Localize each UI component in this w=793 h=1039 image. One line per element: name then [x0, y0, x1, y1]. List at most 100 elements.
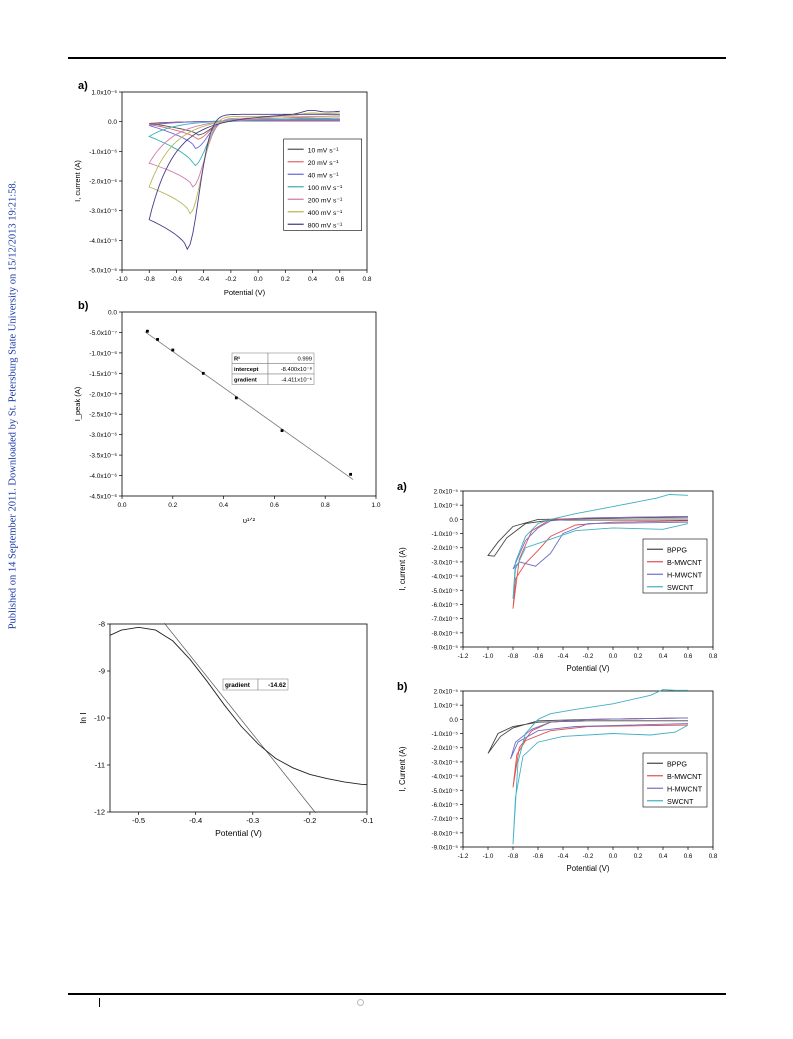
cv-trace — [512, 689, 689, 845]
x-tick-label: -0.6 — [533, 853, 544, 860]
x-tick-label: 0.8 — [709, 853, 718, 860]
figure-2b: -1.2 -1.0 -0.8 -0.6 -0.4 -0.2 0.0 0.2 0.4 0.6 0.8 2… — [397, 681, 718, 873]
x-axis-label: Potential (V) — [567, 864, 610, 873]
x-tick-label: 0.0 — [609, 853, 618, 860]
y-tick-label: -3.0x10⁻⁶ — [89, 208, 117, 215]
x-tick-label: 0.8 — [321, 502, 330, 509]
y-tick-label: -4.0x10⁻⁶ — [89, 238, 117, 245]
figure-2a: -1.2 -1.0 -0.8 -0.6 -0.4 -0.2 0.0 0.2 0.4 0.6 0.8 2… — [397, 481, 718, 673]
fit-table-key: R² — [234, 356, 240, 363]
y-tick-label: -4.0x10⁻⁵ — [432, 574, 459, 581]
figure-1a: -1.0 -0.8 -0.6 -0.4 -0.2 0.0 0.2 0.4 0.6 0.8 1.0x1… — [73, 80, 372, 297]
fit-table-key: intercept — [234, 367, 259, 373]
cv-trace — [148, 117, 340, 167]
legend-label: 100 mV s⁻¹ — [308, 185, 343, 192]
footer-tick — [99, 998, 100, 1007]
y-tick-label: -3.0x10⁻⁵ — [432, 559, 459, 566]
y-tick-label: -1.0x10⁻⁵ — [432, 731, 459, 738]
gradient-key: gradient — [225, 682, 251, 689]
cv-trace — [487, 717, 689, 754]
data-point — [156, 337, 159, 341]
legend-label: 800 mV s⁻¹ — [308, 222, 343, 229]
cv-trace — [148, 109, 340, 251]
cv-trace — [510, 717, 689, 760]
y-tick-label: -10 — [94, 714, 105, 723]
y-tick-label: -2.0x10⁻⁶ — [89, 391, 117, 398]
x-tick-label: -0.2 — [303, 816, 316, 825]
x-tick-label: 0.2 — [634, 853, 643, 860]
legend-label: 10 mV s⁻¹ — [308, 147, 340, 154]
data-point — [201, 371, 205, 375]
y-tick-label: -7.0x10⁻⁵ — [432, 816, 459, 823]
plot-frame — [121, 311, 377, 497]
data-point — [349, 472, 352, 476]
x-tick-label: 0.6 — [270, 502, 279, 509]
x-tick-label: -0.3 — [246, 816, 259, 825]
x-tick-label: -0.6 — [533, 653, 544, 660]
fit-table-value: 0.999 — [297, 357, 312, 363]
x-tick-label: 0.4 — [659, 653, 668, 660]
figure-1b: 0.0 0.2 0.4 0.6 0.8 1.0 0.0 -5.0x10⁻⁷ -1.0x10⁻⁶ -… — [73, 300, 381, 525]
y-tick-label: 2.0x10⁻⁵ — [434, 689, 459, 696]
y-tick-label: -6.0x10⁻⁵ — [432, 802, 459, 809]
panel-label: a) — [78, 80, 88, 92]
x-tick-label: -1.0 — [483, 853, 494, 860]
panel-label: a) — [397, 481, 407, 493]
y-tick-label: 2.0x10⁻⁵ — [434, 489, 459, 496]
fit-table-value: -4.411x10⁻⁶ — [281, 377, 312, 384]
plot-frame — [109, 623, 368, 813]
y-tick-label: -9 — [98, 667, 105, 676]
y-tick-label: 0.0 — [449, 717, 458, 724]
data-point — [146, 329, 149, 333]
x-tick-label: 0.8 — [709, 653, 718, 660]
legend-label: B-MWCNT — [667, 772, 702, 781]
y-axis-label: I, current (A) — [73, 160, 82, 202]
legend-label: B-MWCNT — [667, 558, 702, 567]
y-axis-label: I_peak (A) — [73, 386, 82, 421]
fit-table-value-cell — [267, 373, 315, 385]
legend-label: H-MWCNT — [667, 570, 703, 579]
legend-label: 40 mV s⁻¹ — [308, 172, 340, 179]
y-tick-label: -4.0x10⁻⁶ — [89, 473, 117, 480]
cv-trace — [148, 115, 340, 188]
y-tick-label: -2.0x10⁻⁵ — [432, 745, 459, 752]
tafel-curve — [109, 626, 368, 786]
cv-trace — [512, 516, 689, 570]
x-tick-label: -0.1 — [361, 816, 374, 825]
y-tick-label: -9.0x10⁻⁵ — [432, 845, 459, 852]
x-tick-label: -0.8 — [508, 853, 519, 860]
y-tick-label: -8.0x10⁻⁵ — [432, 830, 459, 837]
x-tick-label: -0.4 — [198, 276, 210, 283]
y-axis-label: I, Current (A) — [398, 746, 407, 791]
x-tick-label: 0.0 — [609, 653, 618, 660]
x-tick-label: 0.2 — [281, 276, 290, 283]
y-tick-label: -5.0x10⁻⁵ — [432, 588, 459, 595]
y-tick-label: -4.0x10⁻⁵ — [432, 774, 459, 781]
x-tick-label: 0.2 — [168, 502, 177, 509]
download-notice-text: Published on 14 September 2011. Download… — [7, 180, 19, 630]
x-axis-label: υ¹ᐟ² — [243, 516, 256, 525]
legend-label: SWCNT — [667, 797, 694, 806]
y-tick-label: -12 — [94, 808, 105, 817]
panel-label: b) — [78, 300, 89, 312]
data-point — [171, 348, 175, 352]
y-tick-label: -3.5x10⁻⁶ — [89, 453, 117, 460]
gradient-value: -14.62 — [268, 682, 286, 689]
legend-label: H-MWCNT — [667, 784, 703, 793]
x-tick-label: -0.8 — [144, 276, 156, 283]
legend-label: 400 mV s⁻¹ — [308, 210, 343, 217]
tafel-fit-line — [164, 622, 316, 814]
y-tick-label: -1.0x10⁻⁶ — [89, 149, 117, 156]
x-axis-label: Potential (V) — [224, 288, 266, 297]
x-tick-label: 0.2 — [634, 653, 643, 660]
x-tick-label: -0.8 — [508, 653, 519, 660]
y-tick-label: -9.0x10⁻⁵ — [432, 645, 459, 652]
x-tick-label: -0.2 — [583, 853, 594, 860]
y-tick-label: 1.0x10⁻⁵ — [434, 703, 459, 710]
download-notice: Published on 14 September 2011. Download… — [3, 170, 23, 640]
x-tick-label: -1.0 — [483, 653, 494, 660]
x-tick-label: -0.4 — [558, 853, 569, 860]
x-tick-label: -1.2 — [458, 653, 469, 660]
x-tick-label: 0.0 — [117, 502, 126, 509]
legend-label: 200 mV s⁻¹ — [308, 197, 343, 204]
